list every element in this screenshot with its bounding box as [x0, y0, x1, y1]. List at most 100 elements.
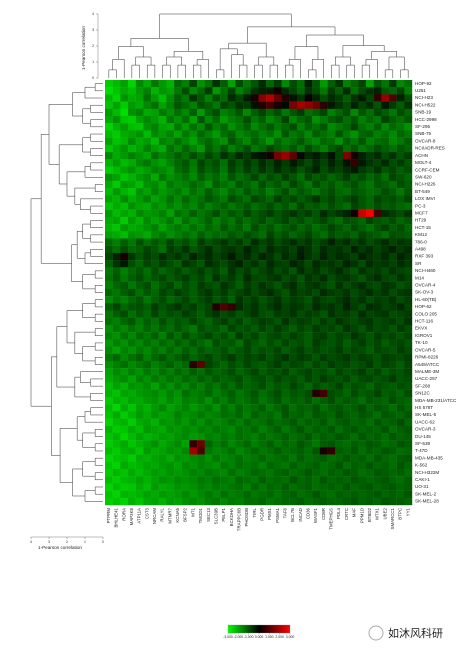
dendrogram-link — [82, 468, 96, 477]
heatmap-cell — [312, 195, 321, 203]
heatmap-cell — [350, 368, 359, 376]
heatmap-cell — [220, 368, 228, 376]
dendrogram-link — [346, 64, 351, 78]
heatmap-cell — [258, 238, 267, 246]
heatmap-cell — [358, 101, 367, 110]
heatmap-cell — [120, 404, 129, 412]
heatmap-cell — [335, 483, 344, 491]
heatmap-cell — [204, 216, 213, 225]
dendrogram-link — [48, 104, 73, 135]
heatmap-cell — [381, 87, 390, 95]
heatmap-cell — [319, 332, 328, 340]
heatmap-cell — [112, 238, 121, 246]
heatmap-cell — [112, 116, 121, 124]
heatmap-cell — [197, 245, 205, 254]
heatmap-cell — [166, 195, 175, 203]
heatmap-cell — [128, 425, 136, 434]
heatmap-cell — [289, 101, 298, 110]
heatmap-cell — [342, 432, 351, 441]
heatmap-cell — [243, 476, 252, 484]
heatmap-cell — [235, 375, 244, 383]
heatmap-cell — [388, 245, 397, 254]
heatmap-cell — [296, 476, 305, 484]
heatmap-cell — [181, 332, 190, 340]
heatmap-cell — [304, 87, 313, 95]
row-label: HS 578T — [415, 405, 433, 410]
heatmap-cell — [105, 332, 113, 340]
heatmap-cell — [181, 461, 190, 470]
heatmap-cell — [189, 490, 198, 498]
heatmap-cell — [396, 425, 405, 434]
heatmap-cell — [204, 296, 213, 304]
heatmap-cell — [243, 440, 252, 448]
dendrogram-link — [258, 56, 267, 66]
heatmap-cell — [174, 339, 182, 347]
heatmap-cell — [373, 260, 382, 268]
heatmap-cell — [105, 188, 113, 196]
dendrogram-link — [94, 472, 103, 477]
heatmap-cell — [235, 310, 244, 318]
heatmap-cell — [381, 224, 390, 232]
dendrogram-link — [90, 209, 103, 214]
heatmap-cell — [365, 461, 374, 470]
heatmap-cell — [250, 101, 259, 110]
heatmap-cell — [281, 180, 290, 189]
heatmap-cell — [358, 123, 367, 131]
heatmap-cell — [350, 137, 359, 146]
heatmap-cell — [174, 180, 182, 189]
heatmap-cell — [266, 425, 275, 434]
heatmap-cell — [281, 245, 290, 254]
heatmap-cell — [304, 116, 313, 124]
heatmap-cell — [151, 339, 159, 347]
heatmap-cell — [381, 173, 390, 182]
heatmap-cell — [243, 332, 252, 340]
heatmap-cell — [204, 317, 213, 326]
column-label: WASF1 — [313, 507, 318, 523]
heatmap-cell — [143, 80, 152, 88]
heatmap-cell — [312, 130, 321, 138]
heatmap-cell — [250, 202, 259, 210]
heatmap-cell — [312, 123, 321, 131]
heatmap-cell — [404, 418, 413, 426]
heatmap-cell — [296, 260, 305, 268]
heatmap-cell — [212, 389, 221, 398]
heatmap-cell — [212, 404, 221, 412]
heatmap-cell — [335, 324, 344, 333]
heatmap-cell — [189, 353, 198, 362]
heatmap-cell — [342, 425, 351, 434]
heatmap-cell — [304, 324, 313, 333]
heatmap-cell — [197, 224, 205, 232]
heatmap-cell — [204, 195, 213, 203]
heatmap-cell — [128, 130, 136, 138]
heatmap-cell — [212, 94, 221, 102]
heatmap-cell — [135, 432, 144, 441]
heatmap-cell — [273, 224, 282, 232]
heatmap-cell — [151, 238, 159, 246]
heatmap-cell — [235, 180, 244, 189]
heatmap-cell — [143, 188, 152, 196]
heatmap-cell — [105, 137, 113, 146]
heatmap-cell — [135, 346, 144, 354]
heatmap-cell — [181, 389, 190, 398]
heatmap-cell — [204, 159, 213, 167]
heatmap-cell — [266, 245, 275, 254]
heatmap-cell — [342, 346, 351, 354]
heatmap-cell — [174, 303, 182, 311]
heatmap-cell — [181, 425, 190, 434]
heatmap-cell — [365, 245, 374, 254]
heatmap-cell — [158, 144, 167, 153]
heatmap-cell — [243, 432, 252, 441]
heatmap-cell — [120, 296, 129, 304]
heatmap-cell — [312, 476, 321, 484]
heatmap-cell — [312, 411, 321, 419]
heatmap-cell — [350, 101, 359, 110]
dendrogram-link — [146, 64, 152, 78]
column-label: UBE2 — [382, 507, 387, 519]
heatmap-cell — [335, 216, 344, 225]
heatmap-cell — [335, 332, 344, 340]
heatmap-cell — [158, 180, 167, 189]
heatmap-cell — [289, 490, 298, 498]
heatmap-cell — [396, 490, 405, 498]
heatmap-cell — [174, 447, 182, 455]
heatmap-cell — [365, 432, 374, 441]
